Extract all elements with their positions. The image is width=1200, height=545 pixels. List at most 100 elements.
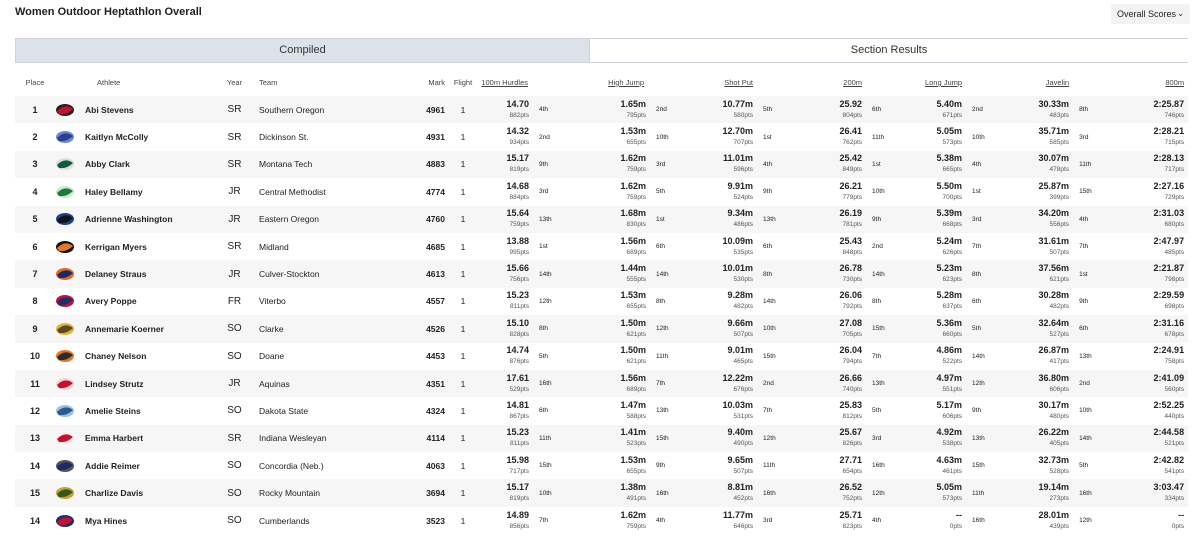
event-points: 273pts [1049, 495, 1070, 503]
athlete-name[interactable]: Kaitlyn McColly [85, 132, 149, 143]
event-points: 819pts [509, 495, 529, 503]
event-points: 555pts [626, 276, 647, 284]
col-shot-put[interactable]: Shot Put [701, 69, 810, 96]
event-points: 756pts [509, 276, 529, 284]
team-name[interactable]: Concordia (Neb.) [259, 460, 324, 471]
event-rank: 9th [656, 462, 666, 470]
table-row: 5 Adrienne Washington JR Eastern Oregon 4760… [15, 205, 1189, 233]
event-points: 798pts [1164, 276, 1185, 284]
team-name[interactable]: Viterbo [259, 296, 286, 307]
event-result: 35.71m 585pts [1017, 123, 1073, 150]
team-name[interactable]: Clarke [259, 315, 389, 343]
year-cell: SR [210, 96, 259, 124]
tab-compiled[interactable]: Compiled [16, 39, 589, 62]
event-rank: 1st [866, 150, 911, 179]
event-result: 30.17m 480pts [1017, 397, 1073, 424]
col-200m[interactable]: 200m [810, 69, 910, 96]
col-100m-hurdles-label[interactable]: 100m Hurdles [481, 78, 529, 87]
athlete-name[interactable]: Chaney Nelson [85, 351, 147, 362]
athlete-name[interactable]: Haley Bellamy [85, 186, 143, 197]
event-points: 523pts [626, 440, 647, 448]
athlete-name[interactable]: Adrienne Washington [85, 214, 173, 225]
year-cell: SO [227, 460, 242, 472]
team-name[interactable]: Indiana Wesleyan [259, 424, 389, 453]
total-mark: 4324 [426, 405, 445, 416]
event-points: 606pts [1049, 385, 1070, 393]
event-rank: 13th [757, 205, 811, 233]
event-rank: 5th [966, 315, 1018, 343]
event-rank: 15th [972, 462, 985, 470]
col-shot-put-label[interactable]: Shot Put [724, 78, 754, 87]
team-name[interactable]: Rocky Mountain [259, 479, 389, 507]
place-cell: 15 [15, 479, 55, 507]
col-javelin[interactable]: Javelin [1017, 69, 1118, 96]
athlete-name[interactable]: Charlize Davis [85, 488, 144, 499]
team-name[interactable]: Midland [259, 241, 289, 252]
event-rank: 11th [656, 352, 669, 360]
col-high-jump[interactable]: High Jump [594, 69, 701, 96]
year-cell: SR [210, 150, 259, 179]
team-name[interactable]: Aquinas [259, 369, 389, 398]
athlete-cell: Addie Reimer [55, 452, 210, 479]
athlete-name[interactable]: Abi Stevens [85, 104, 134, 115]
event-points: 705pts [842, 330, 863, 338]
col-long-jump-label[interactable]: Long Jump [924, 78, 963, 87]
event-mark: 10.77m [722, 98, 754, 109]
event-rank: 10th [972, 133, 985, 141]
event-points: 730pts [842, 276, 863, 284]
event-result: 5.36m 660pts [910, 315, 967, 343]
event-points: 440pts [1164, 412, 1185, 420]
col-javelin-label[interactable]: Javelin [1045, 78, 1070, 87]
athlete-name[interactable]: Mya Hines [85, 515, 128, 526]
athlete-name[interactable]: Delaney Straus [85, 269, 147, 280]
event-points: 665pts [942, 166, 963, 174]
event-result: 14.70 882pts [477, 96, 533, 124]
team-name[interactable]: Culver-Stockton [259, 260, 389, 288]
col-long-jump[interactable]: Long Jump [910, 69, 1017, 96]
year-cell: SO [210, 479, 259, 507]
athlete-name[interactable]: Emma Harbert [85, 433, 144, 444]
event-rank: 4th [872, 517, 882, 525]
event-result: 1.44m 555pts [594, 260, 651, 288]
event-points: 804pts [842, 111, 863, 119]
team-name[interactable]: Dickinson St. [259, 132, 309, 143]
col-200m-label[interactable]: 200m [843, 78, 863, 87]
event-points: 759pts [626, 166, 647, 174]
team-name[interactable]: Doane [259, 351, 285, 362]
team-name[interactable]: Central Methodist [259, 186, 326, 197]
overall-scores-select[interactable]: Overall Scores ⌄ [1111, 4, 1190, 24]
athlete-name[interactable]: Abby Clark [85, 159, 130, 170]
total-mark: 4063 [426, 460, 445, 471]
event-rank: 10th [757, 315, 811, 343]
col-100m-hurdles[interactable]: 100m Hurdles [477, 69, 594, 96]
team-name[interactable]: Southern Oregon [259, 96, 389, 124]
table-row: 14 Addie Reimer SO Concordia (Neb.) 4063 1 15.… [15, 452, 1188, 479]
athlete-name[interactable]: Avery Poppe [85, 296, 137, 307]
event-mark: 13.88 [506, 235, 529, 246]
event-mark: 5.36m [936, 317, 963, 328]
col-800m[interactable]: 800m [1118, 69, 1188, 96]
athlete-name[interactable]: Amelie Steins [85, 405, 141, 416]
event-mark: 25.67 [839, 427, 863, 438]
col-800m-label[interactable]: 800m [1165, 78, 1185, 87]
team-name[interactable]: Eastern Oregon [259, 205, 389, 233]
athlete-name[interactable]: Lindsey Strutz [85, 378, 144, 389]
event-mark: 2:52.25 [1153, 399, 1185, 410]
athlete-name[interactable]: Addie Reimer [85, 460, 140, 471]
event-points: 698pts [1164, 303, 1185, 311]
event-points: 637pts [942, 303, 963, 311]
year-cell: SO [210, 315, 259, 343]
event-points: 759pts [509, 221, 529, 229]
tab-section-results[interactable]: Section Results [589, 39, 1188, 62]
col-high-jump-label[interactable]: High Jump [608, 78, 645, 87]
event-result: 2:42.82 541pts [1118, 452, 1188, 479]
team-logo [56, 377, 74, 390]
event-result: 2:25.87 746pts [1118, 96, 1189, 124]
place-cell: 12 [29, 405, 40, 416]
team-name[interactable]: Montana Tech [259, 150, 389, 179]
athlete-name[interactable]: Annemarie Koerner [85, 323, 164, 334]
team-name[interactable]: Dakota State [259, 405, 309, 416]
event-rank: 1st [539, 243, 548, 251]
athlete-name[interactable]: Kerrigan Myers [85, 241, 147, 252]
team-name[interactable]: Cumberlands [259, 515, 310, 526]
